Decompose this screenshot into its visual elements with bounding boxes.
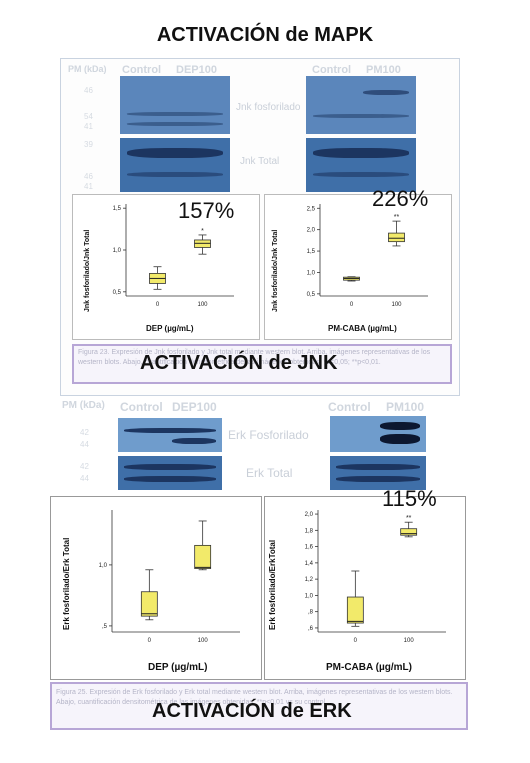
jnk-pm-boxplot: 2,5 2,0 1,5 1,0 0,5 0 100 ** [307,204,428,308]
jnk-mw-top-2: 54 [84,112,93,121]
y-tick-label: 1,2 [305,577,314,583]
jnk-blot-phospho-right [306,76,416,134]
x-tick-label: 100 [391,302,402,308]
erk-dep-ylabel: Erk fosforilado/Erk Total [62,537,71,630]
jnk-pm-ylabel: Jnk fosforilado/Jnk Total [272,229,279,312]
significance-mark: ** [394,214,400,221]
y-tick-label: 1,4 [305,561,314,567]
y-tick-label: 0,5 [307,292,316,298]
x-tick-label: 100 [404,638,415,644]
box-0 [140,591,158,617]
jnk-label-phospho: Jnk fosforilado [236,102,301,113]
erk-mw-top-1: 42 [80,428,89,437]
jnk-plot-pm-panel [264,194,452,340]
jnk-pm-annotation: 226% [372,186,429,211]
x-tick-label: 0 [350,302,354,308]
erk-header-control-right: Control [328,400,371,414]
erk-caption-text: Figura 25. Expresión de Erk fosforilado … [56,689,453,706]
erk-mw-top-2: 44 [80,440,89,449]
box-1 [400,528,418,536]
erk-pm-boxplot: 2,0 1,8 1,6 1,4 1,2 1,0 ,8 ,6 0 100 ** [305,510,446,644]
main-title: ACTIVACIÓN de MAPK [156,24,374,46]
significance-mark: * [201,228,204,235]
jnk-mw-bottom-1: 39 [84,140,93,149]
erk-label-phospho: Erk Fosforilado [228,428,309,442]
jnk-dep-annotation: 157% [178,198,235,223]
erk-pm-xlabel: PM-CABA (µg/mL) [326,662,412,673]
x-tick-label: 0 [354,638,358,644]
erk-pm-ylabel: Erk fosforilado/ErkTotal [268,539,277,630]
box-1 [194,544,212,569]
erk-blot-total-right [330,456,426,490]
erk-header-pm: PM (kDa) [62,400,105,411]
x-tick-label: 0 [148,638,152,644]
jnk-header-control-left: Control [122,64,162,76]
jnk-mw-bottom-3: 41 [84,182,93,191]
y-tick-label: 2,0 [307,228,316,234]
y-tick-label: 1,8 [305,528,314,534]
erk-caption-box [50,682,468,730]
jnk-dep-boxplot: 1,5 1,0 0,5 0 100 * [113,204,234,308]
erk-label-total: Erk Total [246,466,293,480]
jnk-pm-xlabel: PM-CABA (µg/mL) [328,324,397,333]
x-tick-label: 100 [198,638,209,644]
y-tick-label: 1,0 [113,248,122,254]
y-tick-label: 0,5 [113,290,122,296]
jnk-header-control-right: Control [312,64,352,76]
erk-plot-pm-panel [264,496,466,680]
erk-header-pm100: PM100 [386,400,425,414]
jnk-plot-dep-panel [72,194,260,340]
jnk-mw-bottom-2: 46 [84,172,93,181]
erk-blot-total-left [118,456,222,490]
jnk-blot-total-left [120,138,230,192]
jnk-label-total: Jnk Total [240,156,280,167]
y-tick-label: ,6 [308,626,314,632]
jnk-caption-text: Figura 23. Expresión de Jnk fosforilado … [78,349,431,366]
jnk-dep-xlabel: DEP (µg/mL) [146,324,194,333]
y-tick-label: 1,5 [113,206,122,212]
erk-plot-dep-panel [50,496,262,680]
y-tick-label: ,5 [102,624,108,630]
y-tick-label: 1,0 [305,593,314,599]
erk-blot-phospho-left [118,418,222,452]
erk-mw-bottom-1: 42 [80,462,89,471]
jnk-caption-box [72,344,452,384]
jnk-dep-ylabel: Jnk fosforilado/Jnk Total [84,229,91,312]
erk-overlay-title: ACTIVACIÓN de ERK [152,700,352,722]
erk-header-dep: DEP100 [172,400,217,414]
significance-mark: ** [406,515,412,522]
erk-dep-xlabel: DEP (µg/mL) [148,662,208,673]
box-1 [388,232,405,243]
erk-dep-boxplot: 1,0 ,5 0 100 [99,510,240,644]
jnk-header-dep: DEP100 [176,64,217,76]
y-tick-label: 1,6 [305,545,314,551]
jnk-blot-phospho-left [120,76,230,134]
y-tick-label: 2,5 [307,206,316,212]
x-tick-label: 0 [156,302,160,308]
jnk-header-pm100: PM100 [366,64,401,76]
y-tick-label: 1,5 [307,249,316,255]
y-tick-label: ,8 [308,610,314,616]
jnk-mw-top-1: 46 [84,86,93,95]
jnk-header-pm: PM (kDa) [68,64,107,74]
x-tick-label: 100 [197,302,208,308]
jnk-overlay-title: ACTIVACIÓN de JNK [140,352,338,374]
erk-pm-annotation: 115% [382,486,437,511]
y-tick-label: 1,0 [99,563,108,569]
box-0 [346,596,364,624]
jnk-mw-top-3: 41 [84,122,93,131]
erk-header-control-left: Control [120,400,163,414]
y-tick-label: 1,0 [307,270,316,276]
erk-mw-bottom-2: 44 [80,474,89,483]
erk-blot-phospho-right [330,416,426,452]
y-tick-label: 2,0 [305,512,314,518]
jnk-blot-total-right [306,138,416,192]
